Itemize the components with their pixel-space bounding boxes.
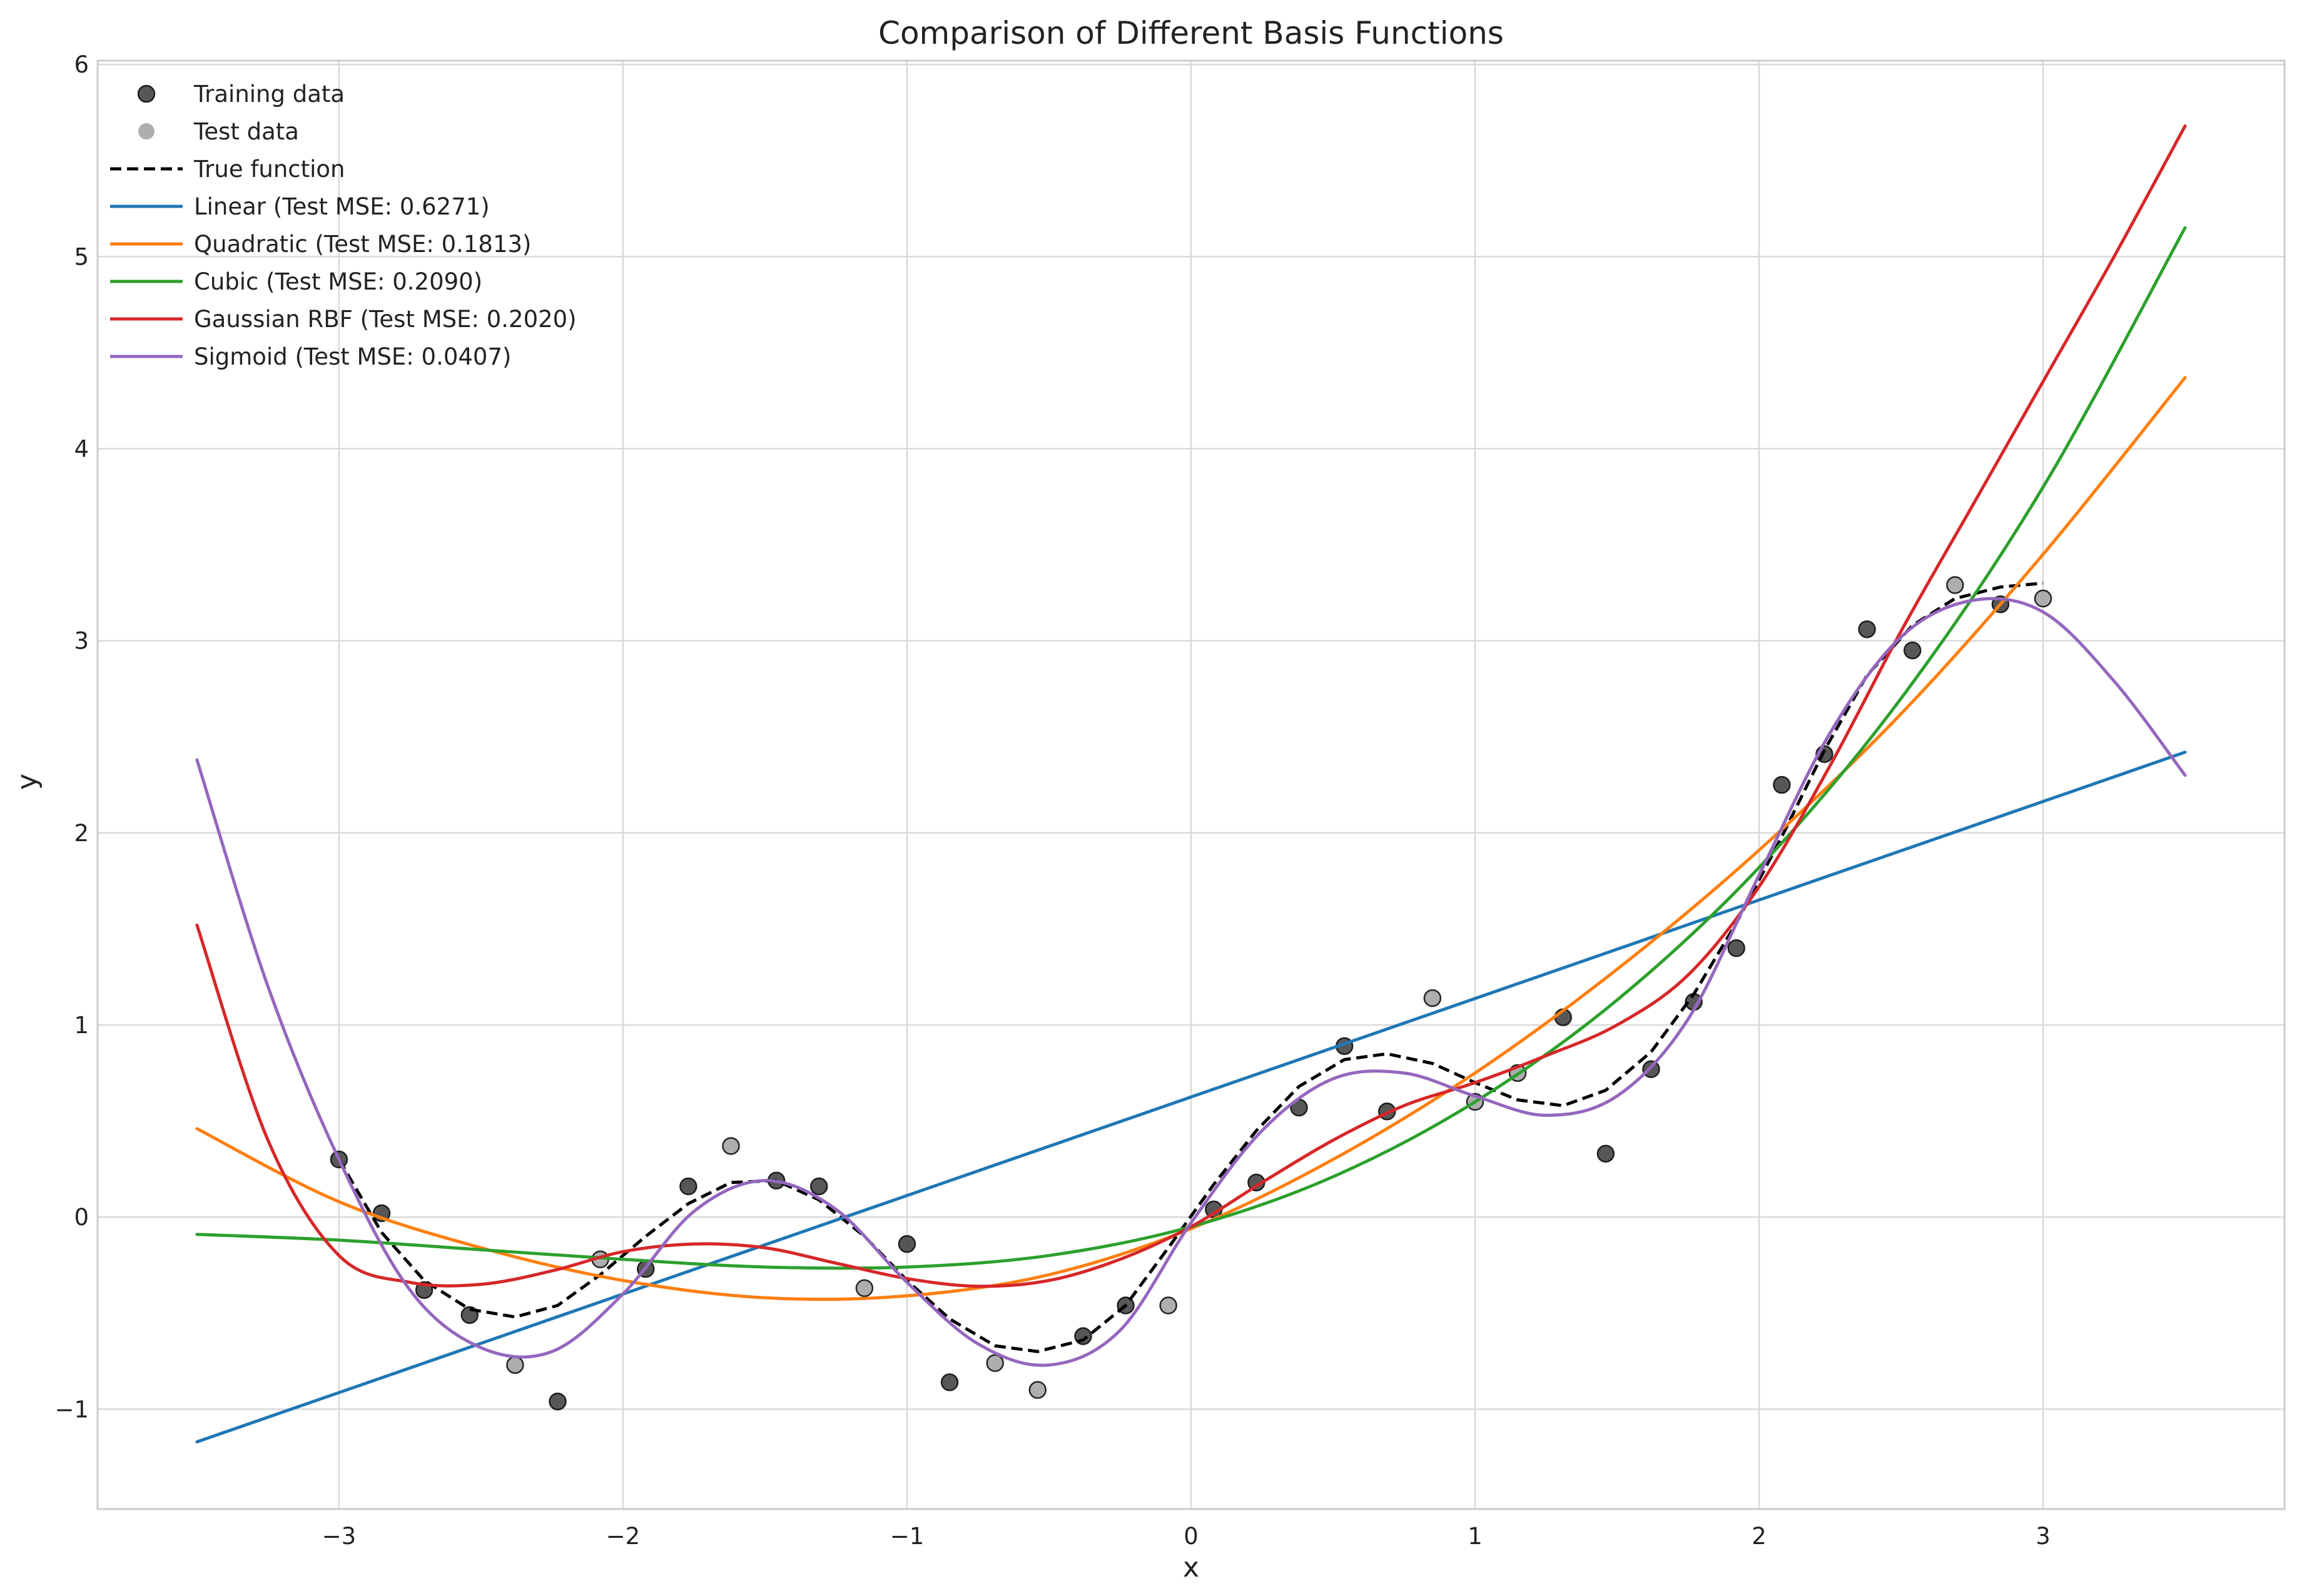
x-tick-label: −2 <box>606 1523 641 1550</box>
training-data-point <box>940 1373 959 1391</box>
legend-label: Cubic (Test MSE: 0.2090) <box>194 268 482 295</box>
y-tick-label: 5 <box>74 243 89 270</box>
y-tick-label: 3 <box>74 628 89 655</box>
training-data-point <box>679 1177 697 1196</box>
y-tick-label: 4 <box>74 435 89 462</box>
grid <box>98 61 2284 1509</box>
legend-label: Linear (Test MSE: 0.6271) <box>194 193 490 220</box>
test-data-point <box>1159 1296 1177 1315</box>
legend-label: Training data <box>193 81 345 108</box>
legend-entry-training-data: Training data <box>137 81 345 108</box>
legend-entry-sigmoid: Sigmoid (Test MSE: 0.0407) <box>110 343 511 370</box>
legend-label: Sigmoid (Test MSE: 0.0407) <box>194 343 511 370</box>
y-tick-label: 6 <box>74 51 89 78</box>
linear-line <box>195 750 2187 1443</box>
training-data-point <box>1727 939 1745 957</box>
test-data-point <box>855 1279 874 1298</box>
plot-frame <box>96 59 2286 1510</box>
sigmoid-line <box>195 597 2187 1367</box>
gaussian-rbf-line <box>195 124 2187 1288</box>
legend-label: Gaussian RBF (Test MSE: 0.2020) <box>194 306 577 333</box>
true-function-line <box>337 581 2044 1353</box>
x-tick-label: 0 <box>1184 1523 1199 1550</box>
quadratic-line <box>195 376 2187 1301</box>
legend-entry-cubic: Cubic (Test MSE: 0.2090) <box>110 268 482 295</box>
legend-label: True function <box>193 156 345 183</box>
training-data-point <box>898 1235 916 1253</box>
y-tick-label: −1 <box>54 1396 89 1423</box>
test-data-point <box>1028 1381 1047 1399</box>
axes: −3 −2 −1 0 1 2 3 −1 0 1 2 3 4 5 6 <box>54 51 2286 1550</box>
training-data-point <box>809 1177 828 1196</box>
x-tick-label: −1 <box>890 1523 925 1550</box>
legend: Training data Test data True function Linea… <box>110 81 577 370</box>
y-axis-label: y <box>11 774 43 790</box>
x-axis-label: x <box>1183 1552 1199 1583</box>
y-tick-label: 2 <box>74 820 89 847</box>
x-tick-label: 1 <box>1468 1523 1483 1550</box>
training-data-point <box>1858 620 1876 639</box>
legend-entry-true-function: True function <box>110 156 345 183</box>
y-tick-label: 1 <box>74 1012 89 1039</box>
test-data-point <box>986 1354 1004 1372</box>
legend-entry-gaussian-rbf: Gaussian RBF (Test MSE: 0.2020) <box>110 306 577 333</box>
x-tick-label: 2 <box>1752 1523 1767 1550</box>
x-tick-label: 3 <box>2036 1523 2051 1550</box>
training-data-point <box>1642 1060 1660 1078</box>
x-tick-label: −3 <box>322 1523 357 1550</box>
training-data-point <box>1074 1327 1092 1345</box>
legend-label: Quadratic (Test MSE: 0.1813) <box>194 231 531 258</box>
legend-marker <box>137 84 156 103</box>
training-data-point <box>1903 641 1922 660</box>
legend-label: Test data <box>193 118 299 145</box>
test-data-point <box>1423 989 1442 1008</box>
test-data-point <box>1946 576 1964 594</box>
training-data-point <box>549 1392 567 1411</box>
test-data-point <box>506 1356 524 1374</box>
chart-title: Comparison of Different Basis Functions <box>878 15 1504 51</box>
legend-entry-quadratic: Quadratic (Test MSE: 0.1813) <box>110 231 531 258</box>
cubic-line <box>195 226 2187 1270</box>
training-data-point <box>1596 1144 1615 1163</box>
legend-entry-linear: Linear (Test MSE: 0.6271) <box>110 193 490 220</box>
plot-area <box>195 124 2187 1443</box>
test-data-point <box>722 1137 740 1155</box>
legend-entry-test-data: Test data <box>138 118 299 145</box>
training-data-point <box>1773 775 1791 794</box>
test-data-point <box>2034 589 2052 608</box>
legend-marker <box>138 123 155 139</box>
y-tick-label: 0 <box>74 1204 89 1231</box>
